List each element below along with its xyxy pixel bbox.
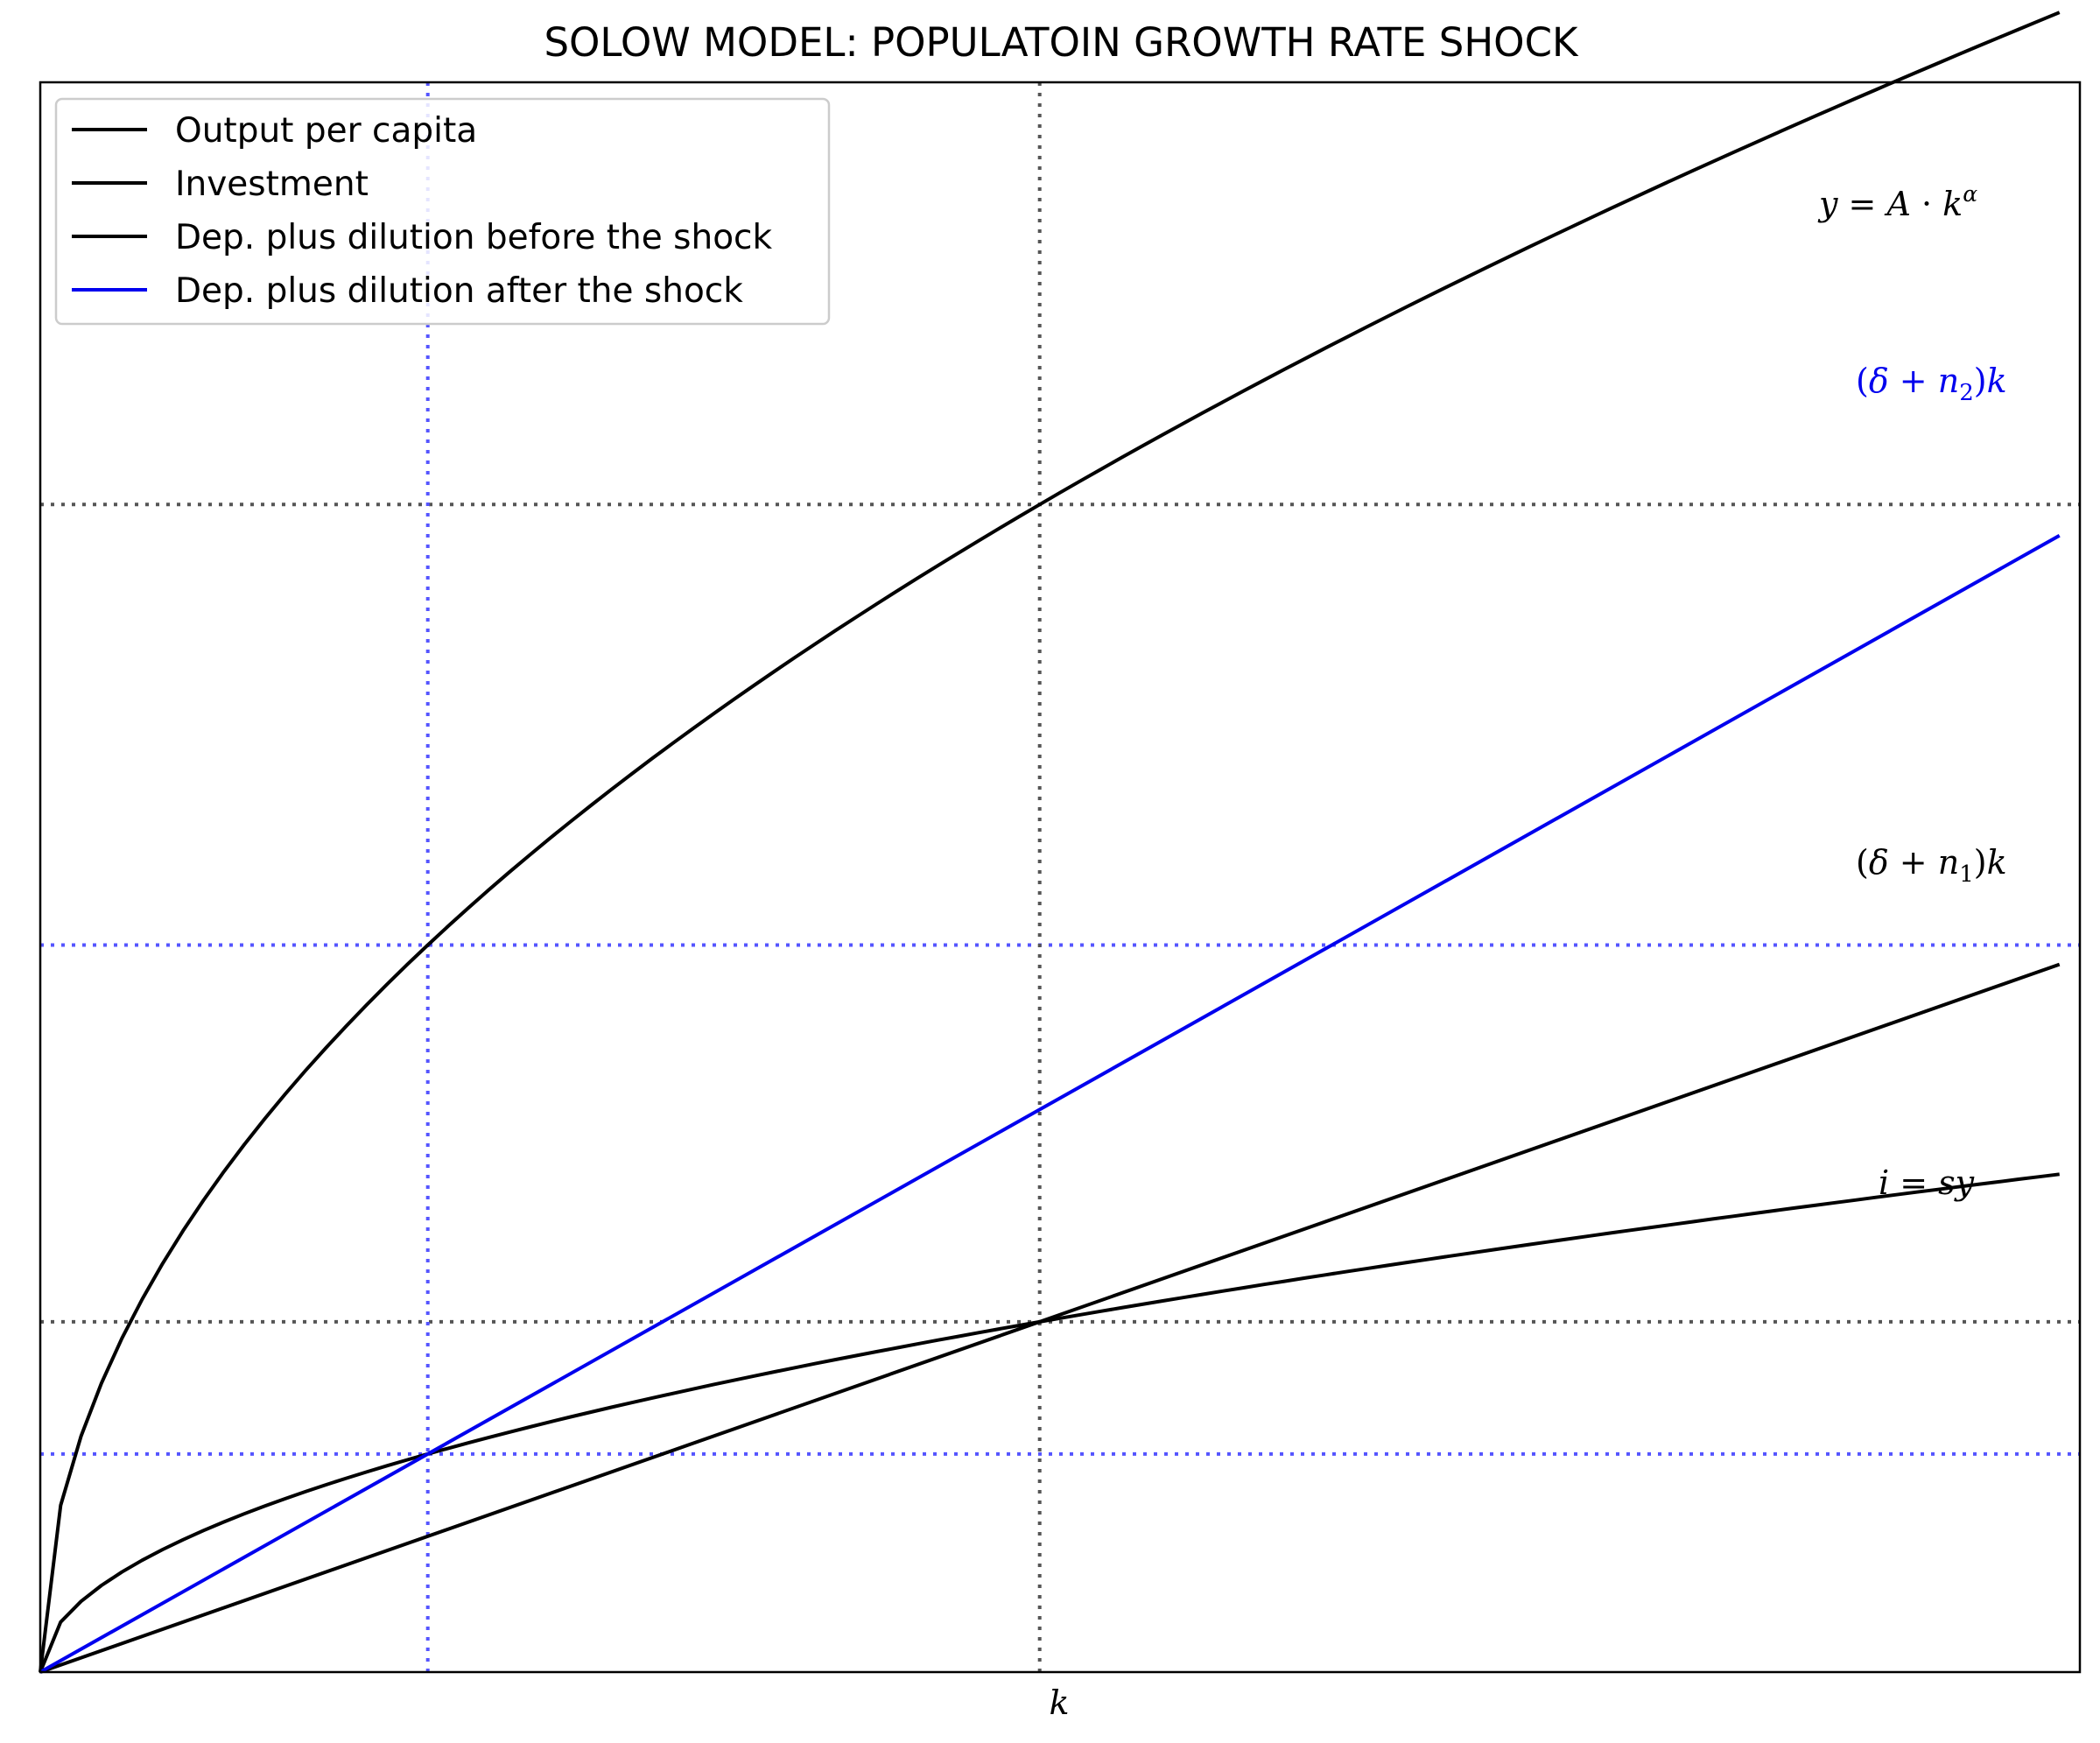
- legend-label-dilution-before: Dep. plus dilution before the shock: [175, 218, 772, 257]
- output-per-capita-line: [39, 11, 2061, 1673]
- series-lines: [39, 11, 2061, 1674]
- legend-label-dilution-after: Dep. plus dilution after the shock: [175, 271, 743, 311]
- dilution-before-line: [39, 962, 2061, 1674]
- legend: Output per capita Investment Dep. plus d…: [54, 97, 831, 326]
- curve-label-investment: i = sy: [1879, 1163, 1975, 1202]
- curve-label-dilution-before: (δ + n1)k: [1856, 843, 2007, 888]
- curve-label-output: y = A · kα: [1817, 181, 1977, 223]
- legend-label-investment: Investment: [175, 165, 369, 204]
- curve-label-dilution-after: (δ + n2)k: [1856, 362, 2007, 406]
- legend-box: [54, 97, 831, 326]
- reference-lines: [40, 82, 2080, 1672]
- dilution-after-line: [39, 533, 2061, 1674]
- x-axis-label: k: [1049, 1683, 1069, 1722]
- legend-label-output: Output per capita: [175, 111, 477, 151]
- plot-frame: [39, 81, 2082, 1674]
- chart-title: SOLOW MODEL: POPULATOIN GROWTH RATE SHOC…: [544, 19, 1579, 66]
